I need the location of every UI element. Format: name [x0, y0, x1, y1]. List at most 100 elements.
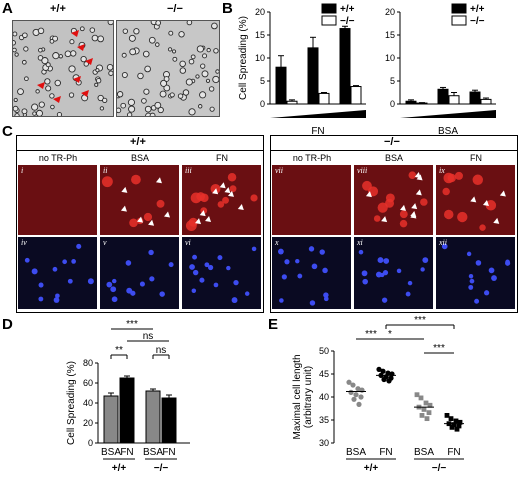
legend-label: −/− [470, 16, 485, 27]
stained-nucleus [159, 291, 165, 297]
stained-nucleus [87, 278, 94, 285]
stained-cell [250, 194, 258, 202]
stained-nucleus [381, 297, 388, 303]
cell [196, 45, 204, 53]
y-tick-label: 20 [385, 7, 395, 17]
nuclei-stain-field [441, 243, 511, 304]
y-tick-label: 5 [260, 76, 265, 86]
panel-label-d: D [2, 316, 13, 333]
y-tick-label: 5 [390, 76, 395, 86]
panel-c-wt-frame [16, 135, 264, 313]
numeral-iv: iv [21, 238, 27, 247]
cell [44, 78, 51, 85]
stained-nucleus [125, 260, 132, 266]
data-point [353, 392, 359, 398]
cell [202, 53, 208, 59]
y-tick-label: 20 [255, 7, 265, 17]
significance-label: *** [433, 343, 445, 354]
cell [129, 48, 137, 56]
legend-swatch [451, 15, 467, 26]
panel-label-a: A [2, 0, 13, 17]
cell [117, 107, 122, 114]
data-point [419, 413, 425, 418]
bar [307, 47, 319, 105]
stained-nucleus [38, 296, 44, 302]
stained-cell [101, 176, 113, 188]
numeral-i: i [21, 166, 24, 175]
y-tick-label: 0 [260, 99, 265, 109]
cell [188, 108, 196, 116]
stained-nucleus [204, 262, 210, 268]
actin-stain-field [272, 165, 351, 235]
col-head-bsa-wt: BSA [130, 153, 149, 163]
fluor-blue-x: x [272, 237, 351, 309]
cell [143, 88, 150, 95]
panel-c-ko-frame [270, 135, 518, 313]
fluor-blue-xi: xi [354, 237, 433, 309]
cell [14, 52, 19, 57]
cell [155, 21, 162, 26]
cell [172, 56, 178, 62]
stained-nucleus [362, 278, 368, 285]
fluor-blue-v: v [100, 237, 179, 309]
significance-label: *** [365, 329, 377, 340]
data-point [456, 423, 462, 429]
stained-nucleus [295, 258, 300, 264]
legend-swatch [451, 3, 467, 14]
stained-cell [131, 174, 141, 185]
stained-cell [385, 198, 395, 208]
x-tick-label: BSA [414, 447, 434, 458]
col-head-fn-ko: FN [470, 153, 482, 163]
stained-nucleus [110, 286, 117, 293]
arrowhead-marker [199, 210, 206, 217]
cell [37, 27, 45, 35]
col-head-fn-wt: FN [216, 153, 228, 163]
group-label: +/+ [112, 463, 127, 474]
stained-nucleus [474, 298, 480, 304]
stained-nucleus [149, 276, 155, 282]
cell [190, 54, 196, 60]
arrowhead-marker [482, 199, 489, 206]
data-point [346, 379, 352, 385]
stained-cell [472, 174, 484, 185]
cell [133, 28, 140, 35]
panel-c-ko-rule [270, 150, 518, 151]
panel-label-b: B [222, 0, 233, 17]
numeral-iii: iii [185, 166, 192, 175]
arrowhead-marker [148, 219, 155, 226]
y-tick-label: 10 [385, 53, 395, 63]
cell [95, 77, 102, 84]
stained-nucleus [111, 296, 118, 303]
cell [182, 89, 190, 96]
data-point [358, 394, 364, 400]
bar [405, 100, 417, 105]
stained-nucleus [199, 277, 205, 283]
arrowhead-marker [77, 44, 85, 51]
stained-nucleus [71, 259, 76, 264]
stained-nucleus [319, 249, 325, 255]
data-point [414, 392, 420, 398]
stained-nucleus [38, 282, 44, 288]
y-tick-label: 80 [83, 358, 93, 368]
stained-cell [443, 172, 455, 184]
stained-nucleus [130, 290, 136, 296]
cell [120, 102, 127, 109]
cell [49, 38, 55, 44]
numeral-ii: ii [103, 166, 108, 175]
fluor-red-ii: ii [100, 165, 179, 235]
cell [137, 72, 144, 80]
bar [350, 86, 362, 105]
cell [200, 63, 206, 69]
y-tick-label: 50 [319, 346, 329, 356]
cell [56, 112, 63, 116]
legend-label: +/+ [470, 4, 485, 15]
actin-stain-field [185, 173, 258, 232]
stained-cell [210, 183, 221, 194]
chart-e: 30 35 40 45 50 Maximal cell length (arbitrary … [292, 315, 464, 474]
bar [286, 100, 298, 105]
nuclei-stain-field [358, 249, 429, 303]
stained-cell [373, 215, 381, 222]
cell [186, 21, 193, 26]
x-tick-label: FN [447, 447, 460, 458]
stained-cell [485, 200, 497, 211]
